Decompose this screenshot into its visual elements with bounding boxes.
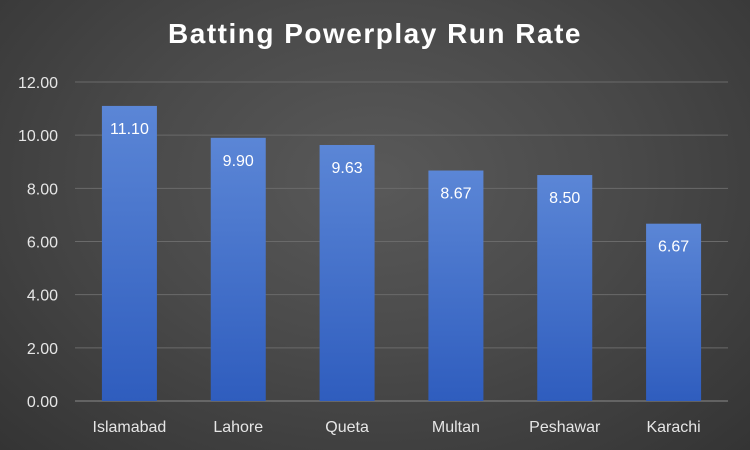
data-labels: 11.10 9.90 9.63 8.67 8.50 6.67 xyxy=(110,121,689,256)
bar-queta xyxy=(319,145,375,401)
data-label: 6.67 xyxy=(658,239,689,256)
data-label: 8.50 xyxy=(549,190,580,207)
bars xyxy=(101,105,702,402)
y-tick-label: 4.00 xyxy=(27,288,58,305)
y-tick-label: 8.00 xyxy=(27,181,58,198)
gridlines xyxy=(75,81,728,402)
x-tick-label: Multan xyxy=(432,419,480,436)
chart-title: Batting Powerplay Run Rate xyxy=(168,18,582,49)
y-tick-label: 2.00 xyxy=(27,341,58,358)
bar-multan xyxy=(428,170,484,401)
y-tick-label: 10.00 xyxy=(18,128,58,145)
data-label: 8.67 xyxy=(440,186,471,203)
x-tick-label: Karachi xyxy=(646,419,700,436)
bar-islamabad xyxy=(101,105,157,402)
x-tick-label: Lahore xyxy=(213,419,263,436)
y-tick-label: 0.00 xyxy=(27,394,58,411)
y-tick-label: 6.00 xyxy=(27,235,58,252)
x-tick-label: Peshawar xyxy=(529,419,601,436)
x-tick-label: Islamabad xyxy=(93,419,167,436)
data-label: 9.63 xyxy=(332,160,363,177)
y-tick-label: 12.00 xyxy=(18,75,58,92)
x-axis-ticks: Islamabad Lahore Queta Multan Peshawar Karach… xyxy=(93,419,701,436)
x-tick-label: Queta xyxy=(325,419,369,436)
bar-karachi xyxy=(646,223,702,401)
data-label: 9.90 xyxy=(223,153,254,170)
bar-lahore xyxy=(210,137,266,401)
y-axis-ticks: 0.00 2.00 4.00 6.00 8.00 10.00 12.00 xyxy=(18,75,58,411)
data-label: 11.10 xyxy=(110,121,149,138)
bar-peshawar xyxy=(537,175,593,401)
